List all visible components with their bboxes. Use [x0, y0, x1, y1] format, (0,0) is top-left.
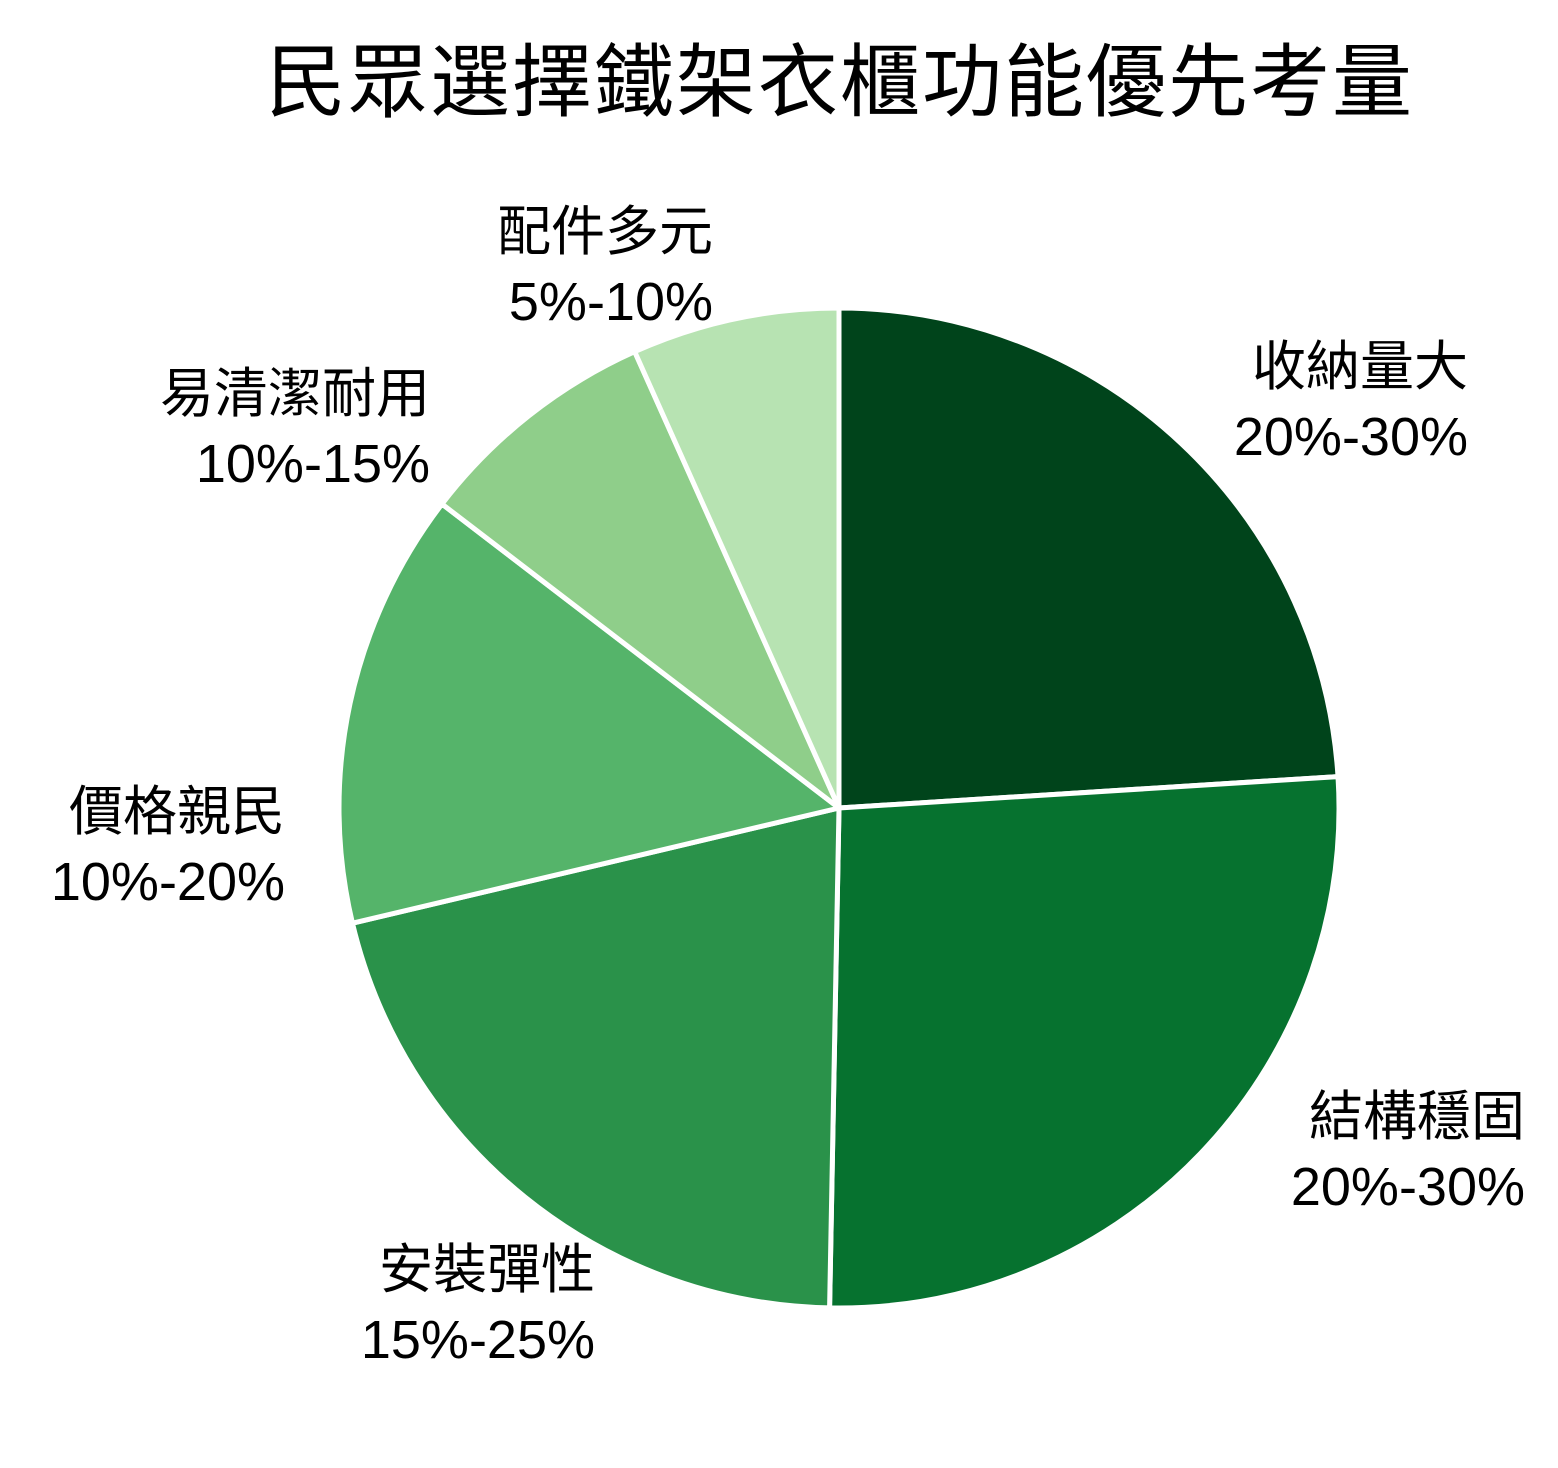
slice-range-label: 15%-25%: [361, 1310, 595, 1370]
slice-range-label: 5%-10%: [509, 272, 713, 332]
pie-slice-2: [827, 774, 1342, 1311]
slice-range-label: 10%-15%: [196, 434, 430, 494]
slice-name-label: 安裝彈性: [379, 1240, 595, 1300]
pie-slice-6: [632, 305, 842, 811]
slice-name-label: 配件多元: [497, 202, 713, 262]
chart-title: 民眾選擇鐵架衣櫃功能優先考量: [266, 36, 1414, 129]
pie-slice-3: [349, 805, 842, 1311]
slice-name-label: 易清潔耐用: [160, 364, 430, 424]
slice-range-label: 20%-30%: [1234, 407, 1468, 467]
slice-name-label: 收納量大: [1252, 337, 1468, 397]
slice-name-label: 結構穩固: [1309, 1087, 1525, 1147]
pie-slice-5: [439, 349, 842, 811]
pie-slice-1: [836, 305, 1341, 811]
pie-labels: 收納量大 20%-30% 結構穩固 20%-30% 安裝彈性 15%-25% 價格親民 10%…: [51, 202, 1525, 1370]
pie-slices: [336, 305, 1342, 1311]
slice-name-label: 價格親民: [69, 782, 285, 842]
slice-range-label: 20%-30%: [1291, 1157, 1525, 1217]
pie-slice-4: [336, 501, 842, 926]
slice-range-label: 10%-20%: [51, 852, 285, 912]
